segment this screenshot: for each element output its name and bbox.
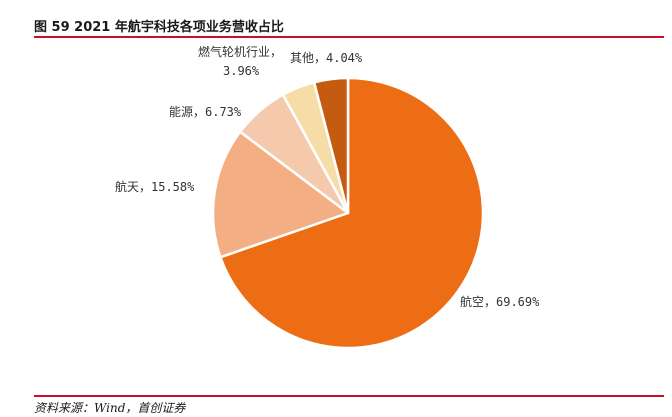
figure-title: 图 59 2021 年航宇科技各项业务营收占比 xyxy=(34,20,284,35)
pie-labels: 航空，69.69% 航天，15.58% 能源，6.73% 燃气轮机行业， 3.96% 其他… xyxy=(115,44,540,309)
pie-slice-1 xyxy=(211,130,350,259)
pie-slice-4 xyxy=(312,76,350,215)
slice-label-1: 航天，15.58% xyxy=(115,179,195,194)
slice-label-0: 航空，69.69% xyxy=(460,294,540,309)
source-note: 资料来源：Wind，首创证券 xyxy=(34,401,186,415)
slice-label-2: 能源，6.73% xyxy=(169,105,242,119)
slice-label-4: 其他，4.04% xyxy=(290,51,363,65)
slice-label-3: 燃气轮机行业， 3.96% xyxy=(198,44,282,78)
title-rule xyxy=(34,36,664,38)
source-rule xyxy=(34,395,664,397)
pie-slice-0 xyxy=(219,76,485,350)
pie-slices xyxy=(211,76,485,350)
